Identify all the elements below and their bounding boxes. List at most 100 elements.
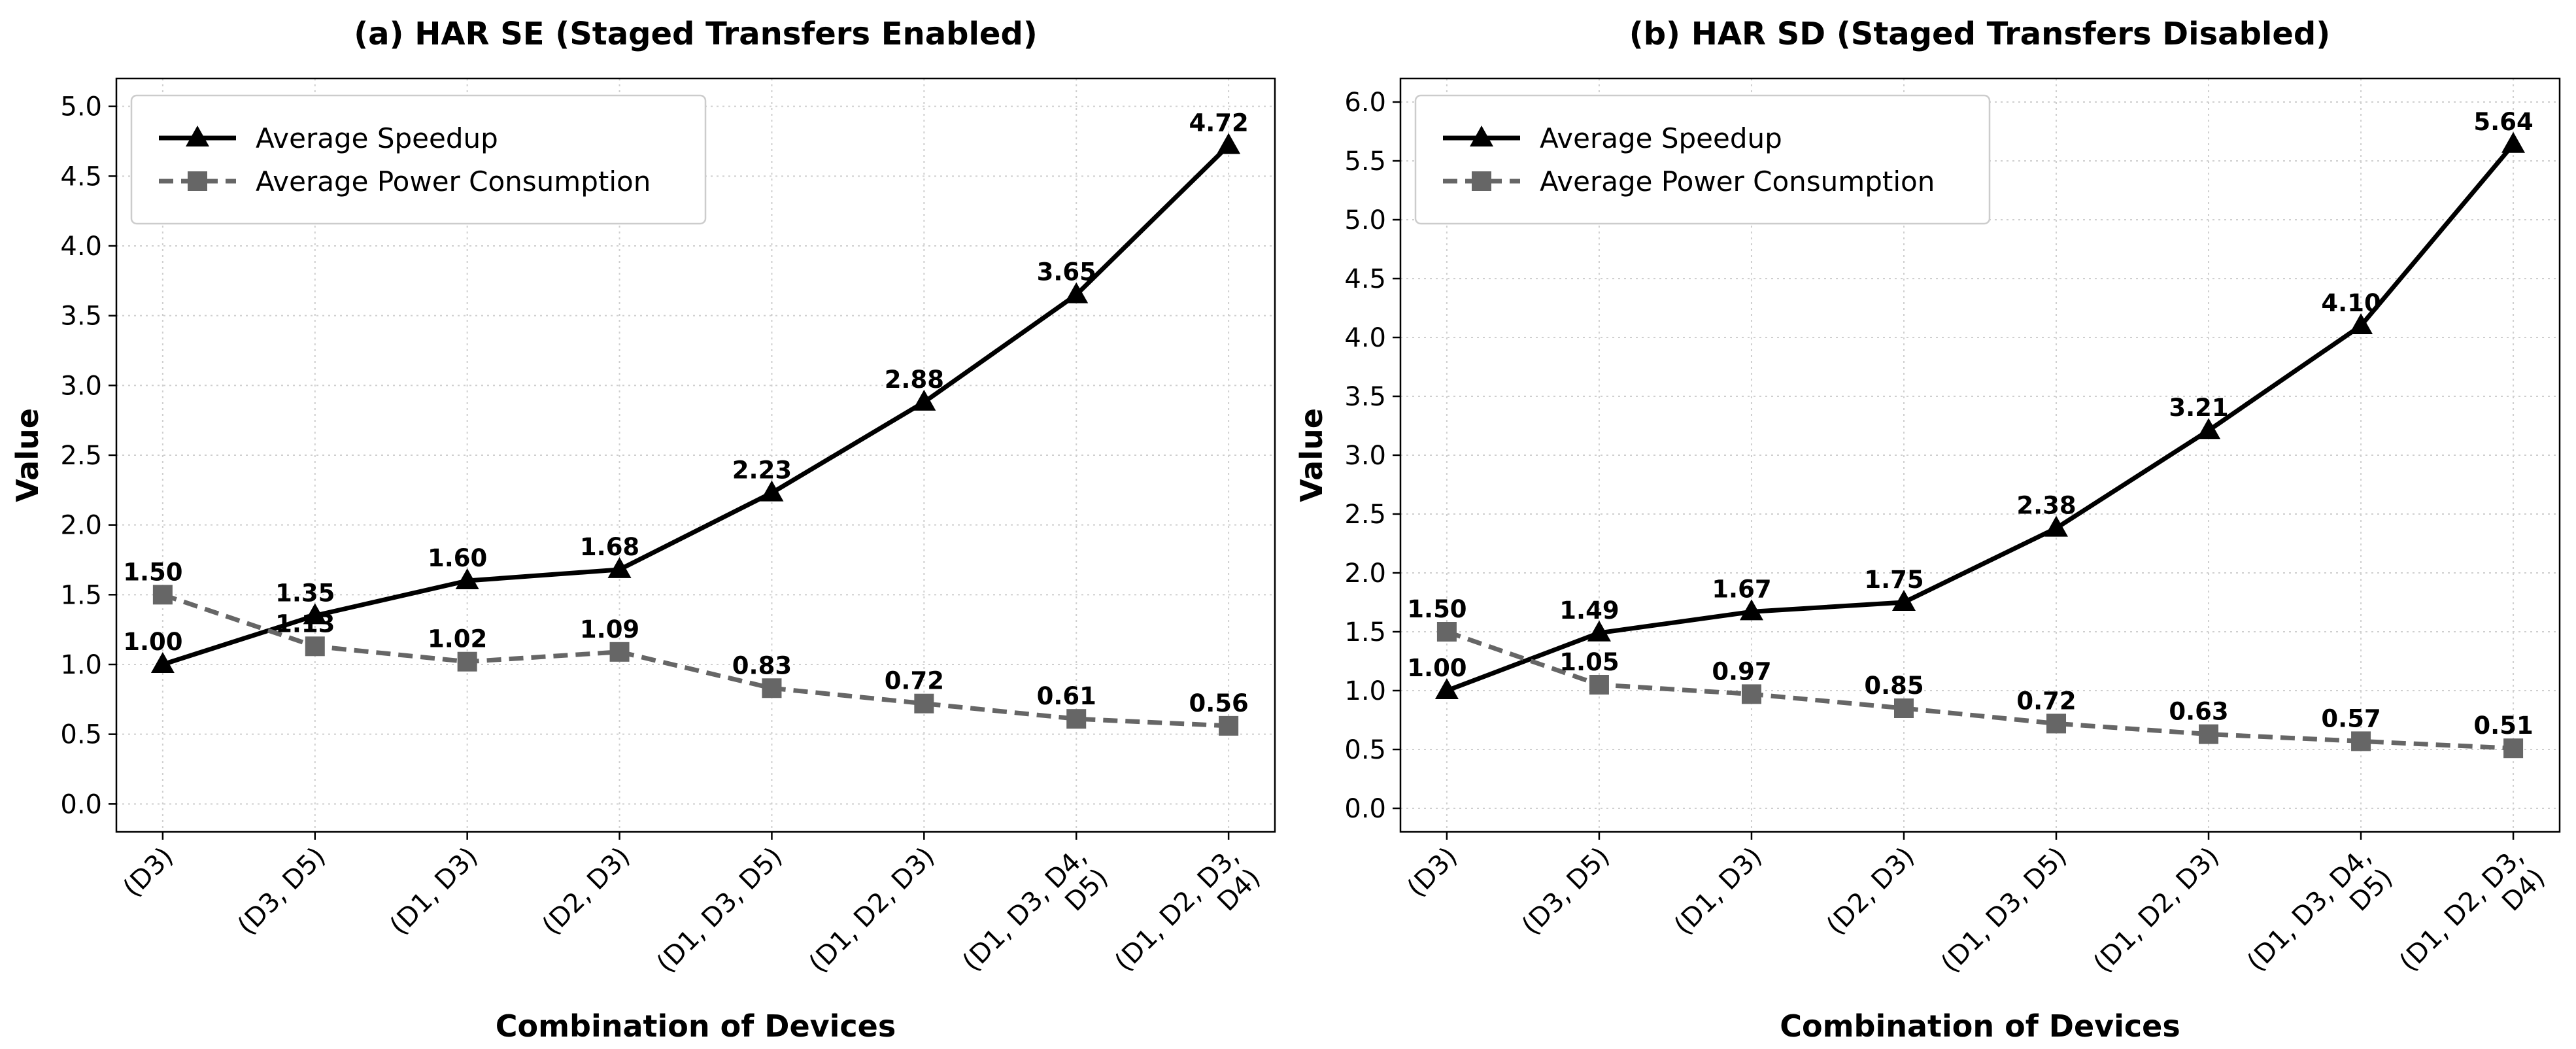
power-marker bbox=[609, 642, 630, 662]
y-tick-label: 3.0 bbox=[1344, 441, 1386, 471]
y-tick-label: 2.0 bbox=[60, 511, 102, 541]
power-marker bbox=[2351, 731, 2371, 751]
power-marker bbox=[2503, 738, 2524, 759]
panel-b: (b) HAR SD (Staged Transfers Disabled) 0.… bbox=[1294, 16, 2561, 1044]
series-line-speedup bbox=[161, 143, 1230, 667]
x-tick-label-line: (D1, D3, D5) bbox=[1935, 842, 2073, 979]
x-tick-label: (D1, D3, D5) bbox=[651, 842, 788, 979]
legend-box bbox=[1414, 94, 1991, 225]
triangle-icon bbox=[1470, 126, 1493, 146]
speedup-data-label: 4.10 bbox=[2321, 289, 2381, 317]
x-tick-label-line: (D2, D3) bbox=[536, 842, 636, 941]
power-data-label: 0.97 bbox=[1712, 657, 1771, 685]
power-marker bbox=[1066, 709, 1087, 729]
power-marker bbox=[2046, 714, 2067, 734]
power-marker bbox=[1436, 622, 1457, 642]
y-tick-label: 2.5 bbox=[60, 441, 102, 471]
power-data-label: 1.05 bbox=[1559, 648, 1619, 676]
y-tick-label: 1.0 bbox=[60, 650, 102, 680]
legend-label: Average Speedup bbox=[1540, 122, 1782, 154]
x-tick-label: (D1, D2, D3,D4) bbox=[1109, 842, 1266, 999]
speedup-marker bbox=[1064, 282, 1089, 303]
power-data-label: 1.50 bbox=[1407, 595, 1466, 623]
speedup-marker bbox=[2044, 515, 2069, 537]
speedup-marker bbox=[2197, 418, 2221, 439]
speedup-marker bbox=[1434, 678, 1459, 699]
chart-title: (b) HAR SD (Staged Transfers Disabled) bbox=[1629, 16, 2330, 52]
speedup-marker bbox=[607, 557, 632, 578]
x-tick-label: (D1, D2, D3) bbox=[804, 842, 941, 979]
y-tick-label: 3.5 bbox=[60, 301, 102, 332]
speedup-marker bbox=[912, 389, 936, 411]
power-data-label: 1.13 bbox=[275, 610, 335, 638]
speedup-data-label: 2.88 bbox=[885, 366, 944, 394]
power-data-label: 0.72 bbox=[885, 667, 944, 695]
speedup-marker bbox=[1739, 599, 1763, 621]
power-marker bbox=[305, 636, 325, 657]
y-tick-label: 1.5 bbox=[60, 580, 102, 610]
speedup-marker bbox=[150, 652, 175, 673]
x-axis-label: Combination of Devices bbox=[1780, 1008, 2180, 1044]
power-marker bbox=[152, 585, 173, 605]
x-tick-label: (D1, D3, D4,D5) bbox=[957, 842, 1113, 999]
power-data-label: 0.72 bbox=[2016, 687, 2076, 715]
speedup-data-label: 1.67 bbox=[1712, 575, 1771, 603]
x-tick-label-line: (D3) bbox=[1402, 842, 1463, 903]
x-tick-label: (D3, D5) bbox=[232, 842, 331, 941]
x-tick-label: (D3) bbox=[1402, 842, 1463, 903]
speedup-data-label: 1.35 bbox=[275, 579, 335, 607]
x-tick-label: (D1, D3, D5) bbox=[1935, 842, 2073, 979]
triangle-icon bbox=[186, 126, 209, 146]
speedup-marker bbox=[455, 568, 479, 589]
power-data-label: 0.63 bbox=[2169, 698, 2228, 726]
x-tick-label-line: (D3, D5) bbox=[1516, 842, 1616, 941]
x-tick-label-line: (D1, D3, D5) bbox=[651, 842, 788, 979]
square-icon bbox=[1472, 171, 1491, 191]
power-marker bbox=[1219, 715, 1239, 736]
speedup-data-label: 2.23 bbox=[732, 456, 792, 485]
x-tick-label-line: (D1, D2, D3) bbox=[804, 842, 941, 979]
x-axis-label: Combination of Devices bbox=[496, 1008, 896, 1044]
legend-label: Average Power Consumption bbox=[1540, 165, 1935, 198]
legend-label: Average Speedup bbox=[256, 122, 498, 154]
power-data-label: 0.83 bbox=[732, 651, 792, 679]
power-data-label: 1.02 bbox=[428, 625, 487, 653]
y-tick-label: 2.0 bbox=[1344, 559, 1386, 589]
y-tick-label: 4.0 bbox=[1344, 323, 1386, 353]
power-marker bbox=[1741, 684, 1761, 704]
speedup-data-label: 3.65 bbox=[1037, 258, 1096, 286]
speedup-marker bbox=[1217, 133, 1241, 154]
power-marker bbox=[457, 651, 477, 672]
power-data-label: 0.57 bbox=[2321, 704, 2381, 732]
y-tick-label: 0.0 bbox=[60, 789, 102, 819]
power-data-label: 0.51 bbox=[2473, 712, 2533, 740]
x-tick-label: (D2, D3) bbox=[536, 842, 636, 941]
speedup-marker bbox=[2501, 131, 2526, 153]
y-tick-label: 3.0 bbox=[60, 371, 102, 401]
x-tick-label-line: (D1, D3) bbox=[1669, 842, 1768, 941]
speedup-marker bbox=[760, 480, 784, 502]
speedup-data-label: 1.00 bbox=[123, 628, 182, 656]
y-axis-label: Value bbox=[10, 408, 45, 502]
x-tick-label: (D2, D3) bbox=[1821, 842, 1920, 941]
y-tick-label: 1.0 bbox=[1344, 676, 1386, 706]
power-marker bbox=[1589, 675, 1609, 695]
legend: Average Speedup Average Power Consumption bbox=[1414, 94, 1991, 225]
x-tick-label: (D3, D5) bbox=[1516, 842, 1616, 941]
x-tick-label-line: (D1, D3) bbox=[384, 842, 484, 941]
speedup-data-label: 4.72 bbox=[1189, 109, 1248, 137]
y-tick-label: 5.0 bbox=[1344, 205, 1386, 235]
power-data-label: 0.85 bbox=[1864, 672, 1924, 700]
speedup-data-label: 1.68 bbox=[580, 533, 639, 561]
y-tick-label: 0.5 bbox=[60, 720, 102, 750]
power-marker bbox=[914, 693, 934, 714]
speedup-marker bbox=[1891, 590, 1916, 611]
y-tick-label: 3.5 bbox=[1344, 382, 1386, 412]
y-tick-label: 4.5 bbox=[1344, 264, 1386, 294]
x-tick-label-line: (D3) bbox=[118, 842, 179, 903]
speedup-marker bbox=[1587, 620, 1611, 642]
series-line-speedup bbox=[1446, 143, 2515, 693]
x-tick-label-line: (D3, D5) bbox=[232, 842, 331, 941]
speedup-marker bbox=[2349, 313, 2373, 334]
x-tick-label: (D1, D3) bbox=[384, 842, 484, 941]
